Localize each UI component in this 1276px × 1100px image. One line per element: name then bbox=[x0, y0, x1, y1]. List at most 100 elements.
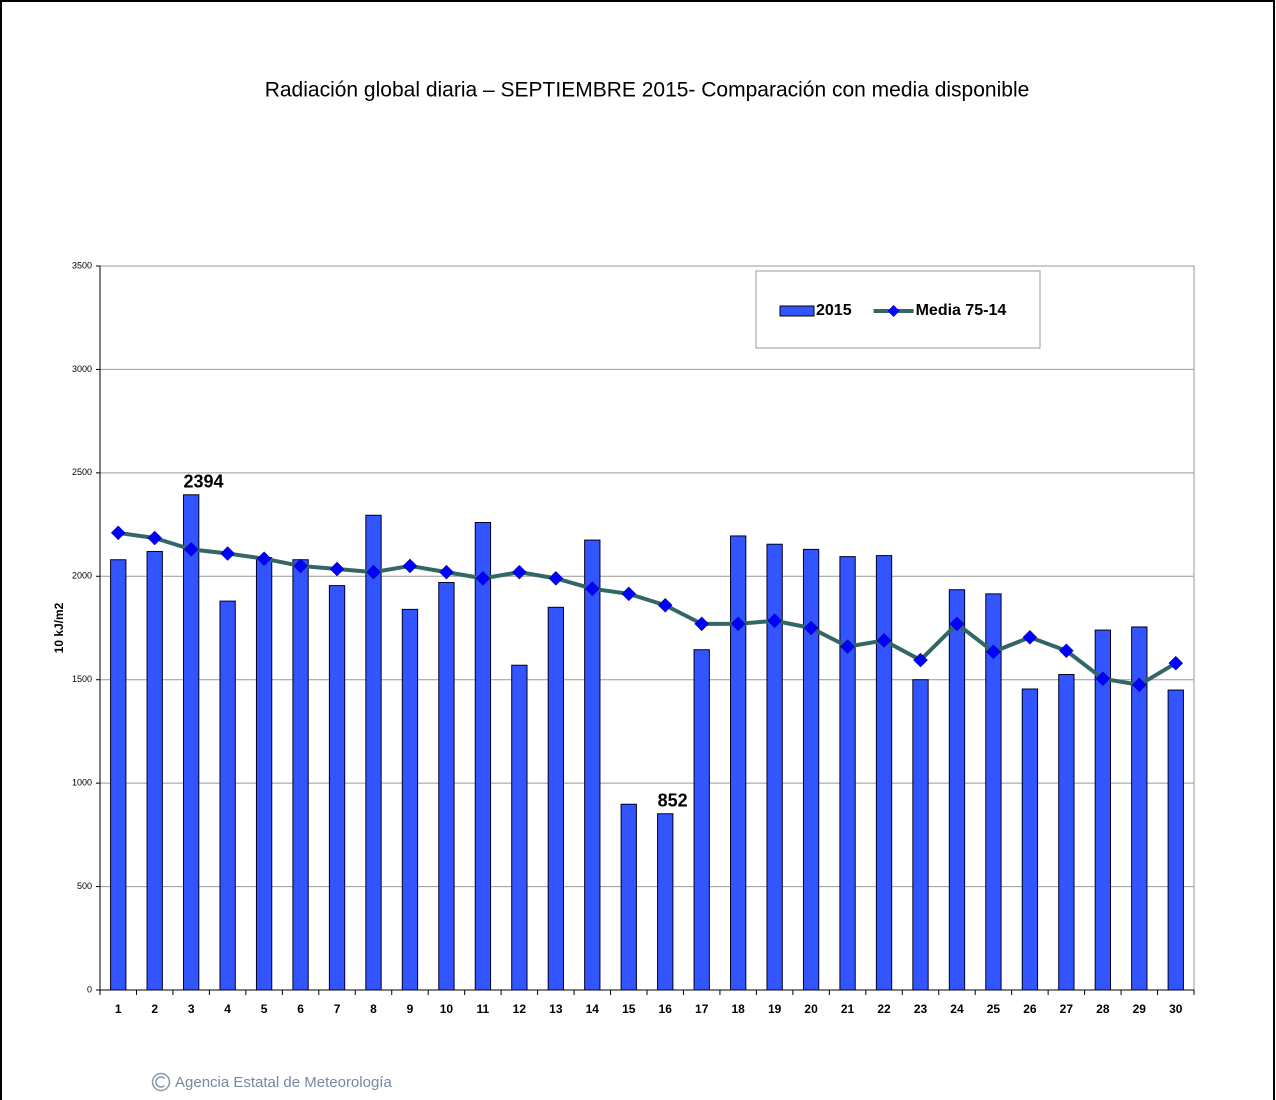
marker bbox=[767, 613, 782, 629]
x-tick-label: 25 bbox=[987, 1002, 1001, 1016]
x-tick-label: 22 bbox=[877, 1002, 891, 1016]
marker bbox=[548, 571, 564, 586]
marker bbox=[913, 652, 928, 668]
bar bbox=[766, 543, 783, 991]
x-tick-label: 17 bbox=[695, 1002, 709, 1016]
marker bbox=[730, 616, 746, 632]
y-axis-title: 10 kJ/m2 bbox=[52, 602, 66, 653]
x-tick-label: 7 bbox=[334, 1002, 341, 1016]
bar bbox=[511, 664, 528, 991]
marker bbox=[256, 551, 272, 567]
marker bbox=[512, 564, 527, 580]
bar bbox=[328, 585, 346, 991]
y-tick-label: 1500 bbox=[72, 674, 92, 684]
y-tick-label: 3000 bbox=[72, 364, 92, 374]
x-tick-label: 19 bbox=[768, 1002, 782, 1016]
bar bbox=[1021, 688, 1039, 991]
x-tick-label: 18 bbox=[731, 1002, 745, 1016]
marker bbox=[949, 616, 965, 632]
x-tick-label: 30 bbox=[1169, 1002, 1183, 1016]
bar bbox=[146, 550, 163, 991]
bar bbox=[730, 535, 747, 991]
bar bbox=[438, 581, 455, 991]
bar bbox=[474, 522, 492, 991]
marker bbox=[1059, 643, 1074, 659]
bar bbox=[547, 606, 564, 991]
x-tick-label: 26 bbox=[1023, 1002, 1037, 1016]
bar bbox=[657, 813, 674, 991]
x-tick-label: 9 bbox=[407, 1002, 414, 1016]
bar bbox=[802, 548, 820, 991]
bar bbox=[948, 589, 966, 991]
legend-label: Media 75-14 bbox=[916, 302, 1007, 319]
source: Agencia Estatal de Meteorología bbox=[175, 1074, 392, 1091]
bar bbox=[110, 559, 127, 991]
chart-title: Radiación global diaria – SEPTIEMBRE 201… bbox=[265, 79, 1030, 102]
x-tick-label: 21 bbox=[841, 1002, 855, 1016]
x-tick-label: 28 bbox=[1096, 1002, 1110, 1016]
x-tick-label: 8 bbox=[370, 1002, 377, 1016]
x-tick-label: 24 bbox=[950, 1002, 964, 1016]
y-tick-label: 3500 bbox=[72, 260, 92, 270]
bar bbox=[875, 555, 893, 991]
marker bbox=[220, 546, 235, 561]
marker bbox=[694, 616, 710, 632]
bar bbox=[1131, 626, 1148, 991]
x-tick-label: 20 bbox=[804, 1002, 818, 1016]
source-icon bbox=[151, 1072, 171, 1092]
legend-label: 2015 bbox=[816, 302, 852, 319]
marker bbox=[876, 633, 892, 648]
x-tick-label: 11 bbox=[477, 1002, 490, 1016]
bar bbox=[183, 494, 200, 991]
marker bbox=[657, 597, 673, 613]
marker bbox=[110, 525, 126, 541]
marker bbox=[329, 561, 345, 577]
x-tick-label: 1 bbox=[115, 1002, 122, 1016]
marker bbox=[840, 639, 855, 654]
data-label: 2394 bbox=[184, 472, 224, 492]
data-label: 852 bbox=[658, 791, 688, 811]
x-tick-label: 6 bbox=[297, 1002, 304, 1016]
y-tick-label: 2500 bbox=[72, 467, 92, 477]
marker bbox=[402, 558, 418, 574]
x-tick-label: 23 bbox=[914, 1002, 928, 1016]
y-tick-label: 1000 bbox=[72, 778, 92, 788]
bar bbox=[1058, 674, 1075, 991]
marker bbox=[803, 620, 819, 636]
legend-swatch bbox=[887, 305, 900, 317]
x-tick-label: 14 bbox=[586, 1002, 600, 1016]
bar bbox=[985, 593, 1002, 991]
marker bbox=[1022, 629, 1038, 645]
y-tick-label: 500 bbox=[77, 881, 92, 891]
y-tick-label: 0 bbox=[87, 984, 92, 994]
bar bbox=[584, 539, 601, 991]
bar bbox=[839, 556, 856, 991]
marker bbox=[1168, 655, 1184, 671]
marker bbox=[366, 564, 381, 580]
bar bbox=[255, 557, 273, 991]
marker bbox=[1131, 677, 1147, 693]
y-tick-label: 2000 bbox=[72, 571, 92, 581]
marker bbox=[584, 581, 600, 597]
bar bbox=[219, 600, 236, 991]
x-tick-label: 2 bbox=[151, 1002, 158, 1016]
bar bbox=[1094, 629, 1111, 991]
x-tick-label: 5 bbox=[261, 1002, 268, 1016]
marker bbox=[183, 542, 199, 557]
x-tick-label: 4 bbox=[224, 1002, 231, 1016]
x-tick-label: 13 bbox=[549, 1002, 563, 1016]
marker bbox=[147, 530, 163, 546]
bar bbox=[620, 803, 637, 991]
x-tick-label: 27 bbox=[1060, 1002, 1074, 1016]
bar bbox=[1167, 689, 1184, 991]
x-tick-label: 15 bbox=[622, 1002, 636, 1016]
x-tick-label: 12 bbox=[513, 1002, 527, 1016]
bar bbox=[365, 514, 382, 991]
x-tick-label: 16 bbox=[659, 1002, 673, 1016]
x-tick-label: 10 bbox=[440, 1002, 454, 1016]
legend-swatch bbox=[779, 305, 815, 317]
bar bbox=[693, 649, 710, 991]
marker bbox=[1095, 671, 1111, 687]
marker bbox=[293, 558, 308, 574]
x-tick-label: 29 bbox=[1133, 1002, 1147, 1016]
